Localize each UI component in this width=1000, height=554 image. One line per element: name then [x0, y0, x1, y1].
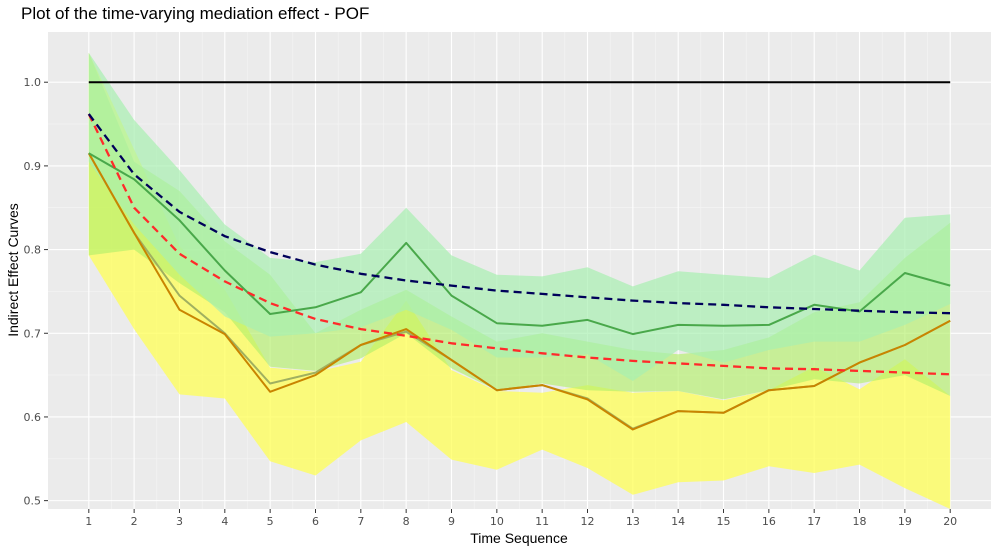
confidence-band	[88, 52, 951, 382]
series-line	[87, 113, 951, 315]
y-axis-title: Indirect Effect Curves	[5, 203, 21, 337]
y-tick-label: 0.8	[24, 244, 42, 257]
x-tick-label: 5	[267, 515, 274, 528]
confidence-bands	[88, 52, 951, 510]
x-tick-label: 17	[807, 515, 821, 528]
x-tick-label: 16	[762, 515, 776, 528]
axes: 1 2 3 4 5 6 7 8 9 10 11 12 13 14 15 16 17 18 19 200.50.60.7…	[24, 76, 958, 528]
confidence-band	[88, 52, 951, 510]
x-tick-label: 19	[898, 515, 912, 528]
y-tick-label: 0.7	[24, 327, 42, 340]
y-tick-label: 0.5	[24, 495, 42, 508]
x-tick-label: 10	[490, 515, 504, 528]
x-tick-label: 1	[85, 515, 92, 528]
x-axis-title: Time Sequence	[470, 530, 568, 546]
series-line	[87, 113, 951, 376]
x-tick-label: 8	[403, 515, 410, 528]
chart-title: Plot of the time-varying mediation effec…	[21, 4, 369, 23]
confidence-band	[88, 52, 951, 400]
y-tick-label: 1.0	[24, 76, 42, 89]
x-tick-label: 7	[357, 515, 364, 528]
x-tick-label: 11	[535, 515, 549, 528]
x-tick-label: 18	[853, 515, 867, 528]
x-tick-label: 14	[671, 515, 685, 528]
x-tick-label: 3	[176, 515, 183, 528]
y-tick-label: 0.6	[24, 411, 42, 424]
x-tick-label: 9	[448, 515, 455, 528]
x-tick-label: 6	[312, 515, 319, 528]
x-tick-label: 13	[626, 515, 640, 528]
x-tick-label: 2	[131, 515, 138, 528]
x-tick-label: 12	[581, 515, 595, 528]
x-tick-label: 15	[717, 515, 731, 528]
series-line	[87, 152, 951, 431]
series-lines	[87, 81, 951, 431]
x-tick-label: 20	[943, 515, 957, 528]
x-tick-label: 4	[221, 515, 228, 528]
y-tick-label: 0.9	[24, 160, 42, 173]
